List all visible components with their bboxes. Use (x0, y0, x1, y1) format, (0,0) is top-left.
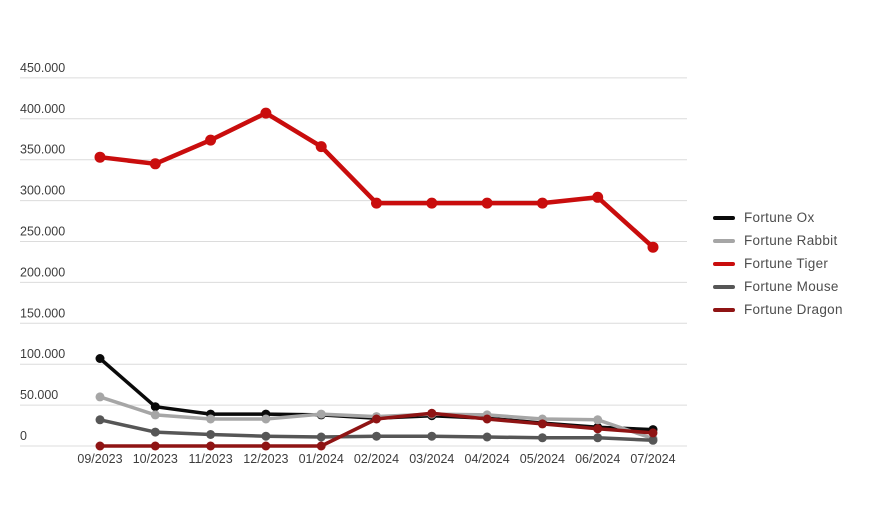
series-line-fortune-tiger (97, 110, 656, 250)
x-tick-label: 07/2024 (630, 452, 675, 466)
x-tick-label: 03/2024 (409, 452, 454, 466)
data-point-fortune-tiger (205, 134, 217, 146)
y-tick-label: 100.000 (20, 347, 65, 361)
y-tick-label: 200.000 (20, 265, 65, 279)
x-tick-label: 01/2024 (299, 452, 344, 466)
legend-item-fortune-tiger[interactable]: Fortune Tiger (713, 256, 843, 271)
data-point-fortune-dragon (206, 441, 216, 451)
data-point-fortune-mouse (206, 430, 216, 439)
data-point-fortune-dragon (95, 441, 105, 451)
data-point-fortune-mouse (482, 432, 492, 442)
data-point-fortune-dragon (593, 424, 603, 434)
legend-swatch-fortune-mouse (713, 284, 735, 289)
legend-item-fortune-ox[interactable]: Fortune Ox (713, 210, 843, 225)
data-point-fortune-dragon (537, 419, 547, 429)
data-point-fortune-mouse (261, 431, 271, 441)
legend-swatch-fortune-dragon (713, 307, 735, 312)
x-tick-label: 11/2023 (188, 452, 232, 466)
x-tick-label: 04/2024 (465, 452, 510, 466)
y-tick-label: 300.000 (20, 184, 65, 198)
data-point-fortune-ox (150, 402, 160, 412)
data-point-fortune-tiger (592, 191, 604, 203)
y-tick-label: 450.000 (20, 61, 65, 75)
data-point-fortune-mouse (95, 415, 105, 425)
y-tick-label: 400.000 (20, 102, 65, 116)
data-point-fortune-dragon (316, 441, 326, 451)
data-point-fortune-dragon (372, 414, 381, 424)
data-point-fortune-tiger (481, 197, 493, 209)
data-point-fortune-rabbit (95, 392, 105, 402)
data-point-fortune-rabbit (206, 414, 216, 424)
data-point-fortune-tiger (536, 197, 548, 209)
legend-item-fortune-mouse[interactable]: Fortune Mouse (713, 279, 843, 294)
data-point-fortune-tiger (149, 158, 161, 170)
data-point-fortune-ox (95, 354, 105, 363)
legend-item-fortune-dragon[interactable]: Fortune Dragon (713, 302, 843, 317)
y-tick-label: 250.000 (20, 225, 65, 239)
data-point-fortune-dragon (427, 408, 437, 418)
legend-label: Fortune Ox (744, 210, 815, 225)
x-tick-label: 10/2023 (133, 452, 178, 466)
data-point-fortune-mouse (537, 433, 547, 443)
x-tick-label: 05/2024 (520, 452, 565, 466)
data-point-fortune-tiger (371, 197, 382, 209)
data-point-fortune-tiger (315, 141, 327, 153)
data-point-fortune-dragon (482, 414, 492, 424)
data-point-fortune-tiger (260, 107, 272, 119)
legend-label: Fortune Tiger (744, 256, 829, 271)
legend-swatch-fortune-tiger (713, 261, 735, 266)
x-tick-label: 06/2024 (575, 452, 620, 466)
y-tick-label: 0 (20, 429, 27, 443)
data-point-fortune-rabbit (316, 409, 326, 419)
data-point-fortune-rabbit (150, 410, 160, 420)
x-tick-label: 02/2024 (354, 452, 399, 466)
data-point-fortune-dragon (150, 441, 160, 451)
data-point-fortune-mouse (316, 432, 326, 442)
x-tick-label: 09/2023 (77, 452, 122, 466)
chart-legend: Fortune Ox Fortune Rabbit Fortune Tiger For… (713, 210, 843, 317)
data-point-fortune-tiger (647, 241, 659, 253)
data-point-fortune-tiger (94, 151, 106, 163)
data-point-fortune-mouse (427, 431, 437, 441)
data-point-fortune-mouse (648, 435, 658, 445)
legend-label: Fortune Dragon (744, 302, 843, 317)
data-point-fortune-rabbit (593, 415, 603, 425)
legend-label: Fortune Mouse (744, 279, 839, 294)
y-tick-label: 50.000 (20, 388, 58, 402)
legend-label: Fortune Rabbit (744, 233, 838, 248)
legend-item-fortune-rabbit[interactable]: Fortune Rabbit (713, 233, 843, 248)
y-tick-label: 150.000 (20, 306, 65, 320)
data-point-fortune-dragon (648, 428, 658, 438)
data-point-fortune-dragon (261, 441, 271, 451)
legend-swatch-fortune-ox (713, 215, 735, 220)
data-point-fortune-tiger (426, 197, 438, 209)
data-point-fortune-mouse (150, 427, 160, 437)
y-tick-label: 350.000 (20, 143, 65, 157)
x-tick-label: 12/2023 (243, 452, 288, 466)
data-point-fortune-mouse (593, 433, 603, 443)
legend-swatch-fortune-rabbit (713, 238, 735, 243)
data-point-fortune-mouse (372, 431, 381, 441)
data-point-fortune-rabbit (261, 414, 271, 424)
